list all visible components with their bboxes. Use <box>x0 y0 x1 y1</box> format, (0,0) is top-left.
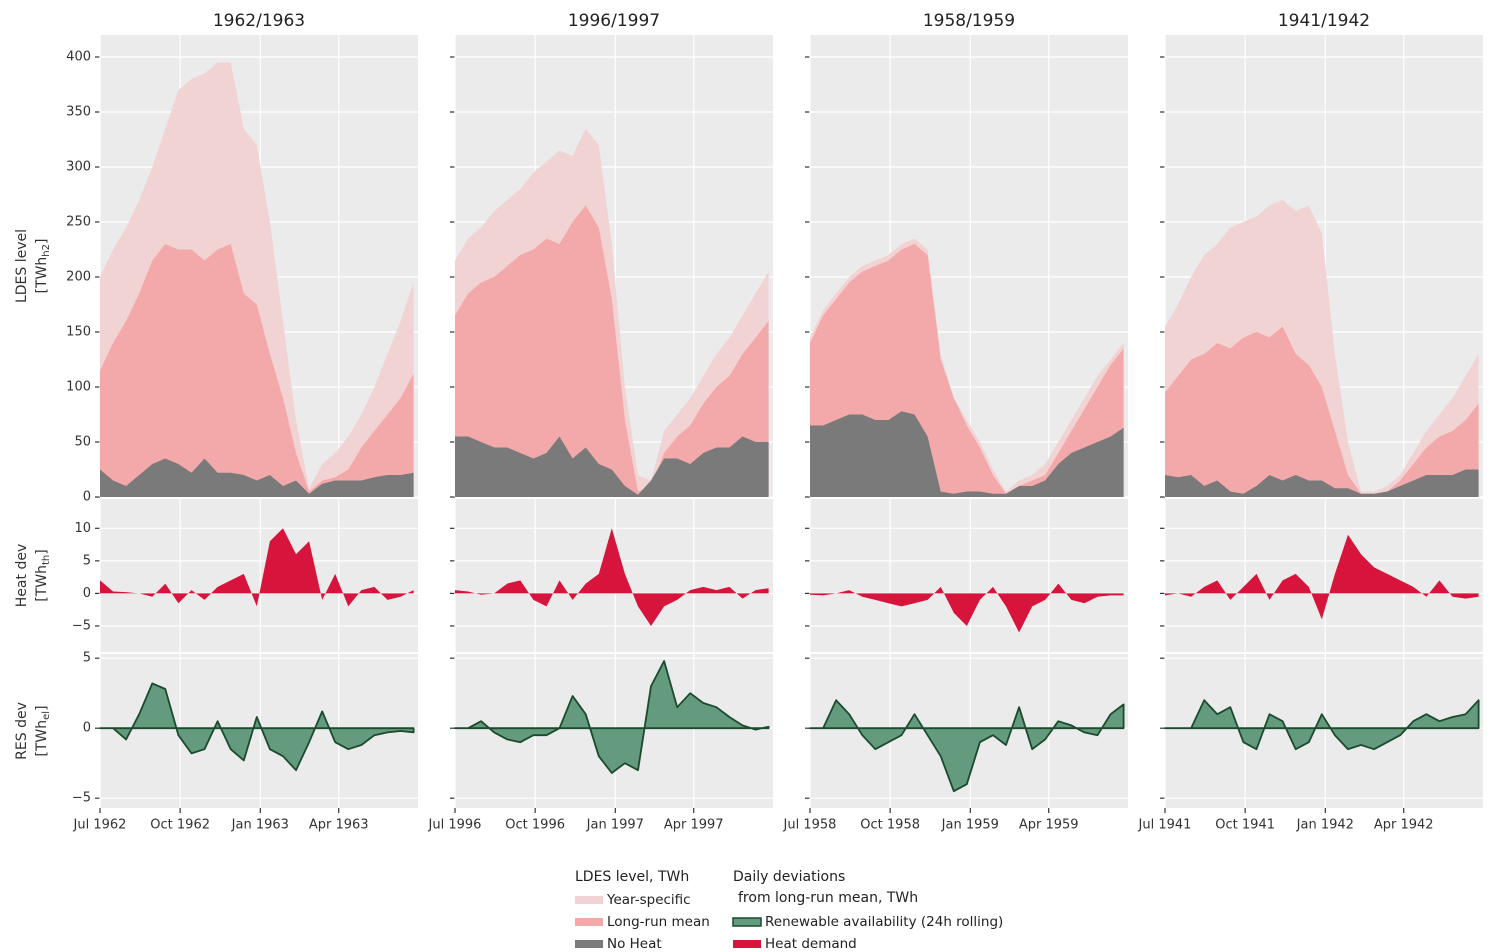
unit-base: [TWh <box>34 720 50 757</box>
unit-sub: th <box>41 555 52 565</box>
y-tick-label: 100 <box>66 380 91 395</box>
area <box>100 244 414 497</box>
x-tick-label: Oct 1996 <box>505 818 565 833</box>
legend-label: Heat demand <box>765 936 857 952</box>
y-tick-label: 10 <box>74 521 91 536</box>
legend-label: No Heat <box>607 936 662 952</box>
y-tick-label: 150 <box>66 325 91 340</box>
y-tick-label: 0 <box>83 721 91 736</box>
y-axis-unit: [TWhel] <box>34 705 52 756</box>
unit-base: [TWh <box>34 565 50 602</box>
area <box>809 699 1125 793</box>
area <box>1165 534 1479 620</box>
x-tick-label: Oct 1958 <box>860 818 920 833</box>
y-tick-label: 0 <box>83 586 91 601</box>
unit-end: ] <box>34 549 50 554</box>
y-tick-label: 0 <box>83 490 91 505</box>
y-axis-unit: [TWhh2] <box>34 239 52 294</box>
area <box>455 528 769 626</box>
legend-title: LDES level, TWh <box>575 869 689 885</box>
y-tick-label: 400 <box>66 50 91 65</box>
x-tick-label: Jul 1958 <box>783 818 837 833</box>
area <box>455 436 769 497</box>
legend-title: from long-run mean, TWh <box>738 890 918 906</box>
x-tick-label: Apr 1997 <box>664 818 724 833</box>
unit-base: [TWh <box>34 257 50 294</box>
y-tick-label: 5 <box>83 651 91 666</box>
unit-end: ] <box>34 705 50 710</box>
y-tick-label: 200 <box>66 270 91 285</box>
panel-title: 1962/1963 <box>213 11 305 31</box>
y-axis-label: LDES level <box>14 229 30 303</box>
area <box>99 682 415 772</box>
panel-background <box>1165 499 1483 652</box>
area <box>1164 699 1480 751</box>
y-tick-label: 5 <box>83 553 91 568</box>
area <box>810 411 1124 497</box>
panel-title: 1958/1959 <box>923 11 1015 31</box>
x-tick-label: Jan 1997 <box>586 818 644 833</box>
y-tick-label: 300 <box>66 160 91 175</box>
y-tick-label: 50 <box>74 435 91 450</box>
y-tick-label: −5 <box>72 618 91 633</box>
legend-swatch <box>575 896 603 904</box>
legend-swatch <box>732 917 762 927</box>
area <box>454 660 770 774</box>
panel-background <box>100 499 418 652</box>
legend-swatch <box>575 940 603 948</box>
x-tick-label: Jul 1941 <box>1138 818 1192 833</box>
x-tick-label: Apr 1942 <box>1374 818 1434 833</box>
y-axis-unit: [TWhth] <box>34 549 52 601</box>
area <box>100 528 414 607</box>
x-tick-label: Apr 1963 <box>309 818 369 833</box>
x-tick-label: Oct 1962 <box>150 818 210 833</box>
panel-background <box>1165 654 1483 808</box>
panel-title: 1941/1942 <box>1278 11 1370 31</box>
x-tick-label: Jan 1963 <box>231 818 289 833</box>
x-tick-label: Jul 1996 <box>428 818 482 833</box>
area <box>1165 326 1479 497</box>
x-tick-label: Apr 1959 <box>1019 818 1079 833</box>
x-tick-label: Jan 1959 <box>941 818 999 833</box>
x-tick-label: Oct 1941 <box>1215 818 1275 833</box>
legend-label: Long-run mean <box>607 914 710 930</box>
panel-background <box>810 499 1128 652</box>
legend-title: Daily deviations <box>733 869 845 885</box>
legend-label: Renewable availability (24h rolling) <box>765 914 1003 930</box>
x-tick-label: Jan 1942 <box>1296 818 1354 833</box>
y-axis-label: RES dev <box>14 702 30 760</box>
area <box>810 583 1124 633</box>
legend-swatch <box>733 940 761 948</box>
unit-end: ] <box>34 239 50 244</box>
y-tick-label: −5 <box>72 791 91 806</box>
unit-sub: el <box>41 711 52 720</box>
x-tick-label: Jul 1962 <box>73 818 127 833</box>
legend-swatch <box>575 918 603 926</box>
y-tick-label: 250 <box>66 215 91 230</box>
y-axis-label: Heat dev <box>14 544 30 607</box>
legend-label: Year-specific <box>606 892 691 908</box>
y-tick-label: 350 <box>66 105 91 120</box>
panel-title: 1996/1997 <box>568 11 660 31</box>
unit-sub: h2 <box>41 244 52 257</box>
area <box>100 458 414 497</box>
area <box>1165 469 1479 497</box>
area <box>455 205 769 497</box>
